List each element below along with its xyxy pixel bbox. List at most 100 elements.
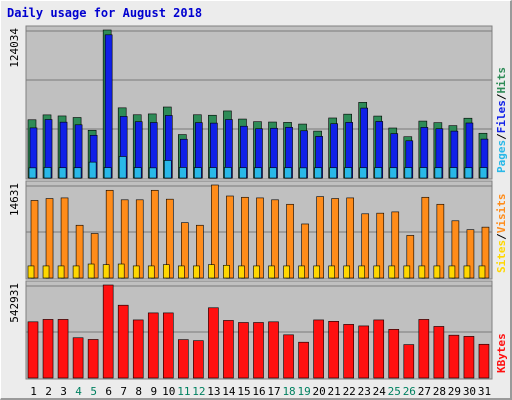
bar-pages <box>194 167 202 179</box>
bar-pages <box>389 167 398 179</box>
bar-kbytes <box>373 319 385 379</box>
bar-visits <box>120 199 129 279</box>
bar-kbytes <box>87 339 99 379</box>
bar-visits <box>331 198 339 279</box>
bar-pages <box>224 167 232 179</box>
bar-visits <box>406 235 415 279</box>
bar-visits <box>90 233 99 279</box>
bar-pages <box>344 167 352 179</box>
bar-visits <box>391 211 400 279</box>
x-tick-label: 5 <box>90 385 97 398</box>
bar-kbytes <box>117 304 129 379</box>
x-tick-label: 24 <box>373 385 387 398</box>
bar-sites <box>403 265 411 279</box>
bar-sites <box>313 265 320 279</box>
bar-kbytes <box>253 322 264 379</box>
bar-kbytes <box>147 312 159 379</box>
panel-visits-sites: 14631 Sites/Visits <box>8 180 508 280</box>
legend-entry: Pages <box>495 140 508 173</box>
bar-group <box>27 284 490 379</box>
x-tick-label: 22 <box>343 385 356 398</box>
bar-files <box>104 34 113 179</box>
panel-max-label: 14631 <box>8 183 21 216</box>
bar-sites <box>57 265 65 279</box>
bar-kbytes <box>433 326 445 379</box>
bar-pages <box>254 167 262 179</box>
x-tick-label: 30 <box>463 385 476 398</box>
bar-sites <box>388 265 396 279</box>
bar-visits <box>376 212 385 279</box>
bar-pages <box>103 167 112 179</box>
x-tick-label: 23 <box>358 385 371 398</box>
panels-layer: 124034Pages/Files/Hits14631Sites/Visits5… <box>8 25 508 398</box>
bar-kbytes <box>418 319 430 379</box>
bar-group <box>27 184 490 279</box>
bar-kbytes <box>343 324 354 379</box>
bar-visits <box>211 184 219 279</box>
bar-pages <box>73 167 82 179</box>
bar-sites <box>42 265 50 279</box>
bar-kbytes <box>448 334 460 379</box>
bar-visits <box>226 195 234 279</box>
bar-pages <box>359 167 368 179</box>
x-tick-label: 19 <box>297 385 310 398</box>
x-tick-label: 3 <box>60 385 67 398</box>
legend-entry: Hits <box>495 67 508 94</box>
bar-kbytes <box>102 284 114 379</box>
bar-sites <box>253 265 260 279</box>
bar-pages <box>284 167 292 179</box>
bar-pages <box>88 161 97 179</box>
x-tick-label: 14 <box>222 385 236 398</box>
bar-kbytes <box>268 321 279 379</box>
bar-sites <box>72 265 80 279</box>
bar-pages <box>374 167 383 179</box>
bar-sites <box>268 265 275 279</box>
bar-sites <box>448 265 456 279</box>
x-tick-label: 15 <box>237 385 250 398</box>
bar-kbytes <box>132 319 144 379</box>
bar-pages <box>479 167 488 179</box>
legend-entry: KBytes <box>495 333 508 373</box>
bar-kbytes <box>193 340 204 379</box>
x-tick-label: 10 <box>162 385 175 398</box>
bar-sites <box>463 265 471 279</box>
bar-pages <box>28 167 37 179</box>
bar-pages <box>118 156 127 179</box>
panel-legend-label: Pages/Files/Hits <box>495 67 508 173</box>
bar-sites <box>283 265 290 279</box>
bar-sites <box>418 265 426 279</box>
bar-kbytes <box>178 339 189 379</box>
bar-sites <box>27 265 35 279</box>
bar-sites <box>223 264 230 279</box>
bar-sites <box>193 265 200 279</box>
bar-pages <box>449 167 458 179</box>
bar-pages <box>133 167 142 179</box>
bar-visits <box>45 198 54 279</box>
x-tick-label: 4 <box>75 385 82 398</box>
bar-kbytes <box>208 307 219 379</box>
legend-entry: Sites <box>495 240 508 273</box>
bar-sites <box>147 265 155 279</box>
bar-group <box>27 29 489 179</box>
bar-kbytes <box>298 341 309 379</box>
bar-pages <box>239 167 247 179</box>
bar-visits <box>241 196 249 279</box>
chart-title: Daily usage for August 2018 <box>7 6 202 20</box>
bar-pages <box>329 167 337 179</box>
x-tick-label: 27 <box>418 385 431 398</box>
x-tick-label: 2 <box>45 385 52 398</box>
x-tick-label: 13 <box>207 385 220 398</box>
bar-visits <box>60 197 69 279</box>
x-tick-label: 29 <box>448 385 461 398</box>
bar-kbytes <box>162 312 174 379</box>
bar-visits <box>181 222 189 279</box>
bar-visits <box>346 197 354 279</box>
bar-kbytes <box>478 343 490 379</box>
legend-separator: / <box>495 93 508 100</box>
bar-visits <box>301 223 309 279</box>
x-tick-label: 7 <box>120 385 127 398</box>
x-tick-label: 31 <box>478 385 491 398</box>
x-axis-labels: 1 2 3 4 5 6 7 8 9 10 11 12 13 14 15 16 17 18 19 20 21 22 23 24 2… <box>30 385 491 398</box>
